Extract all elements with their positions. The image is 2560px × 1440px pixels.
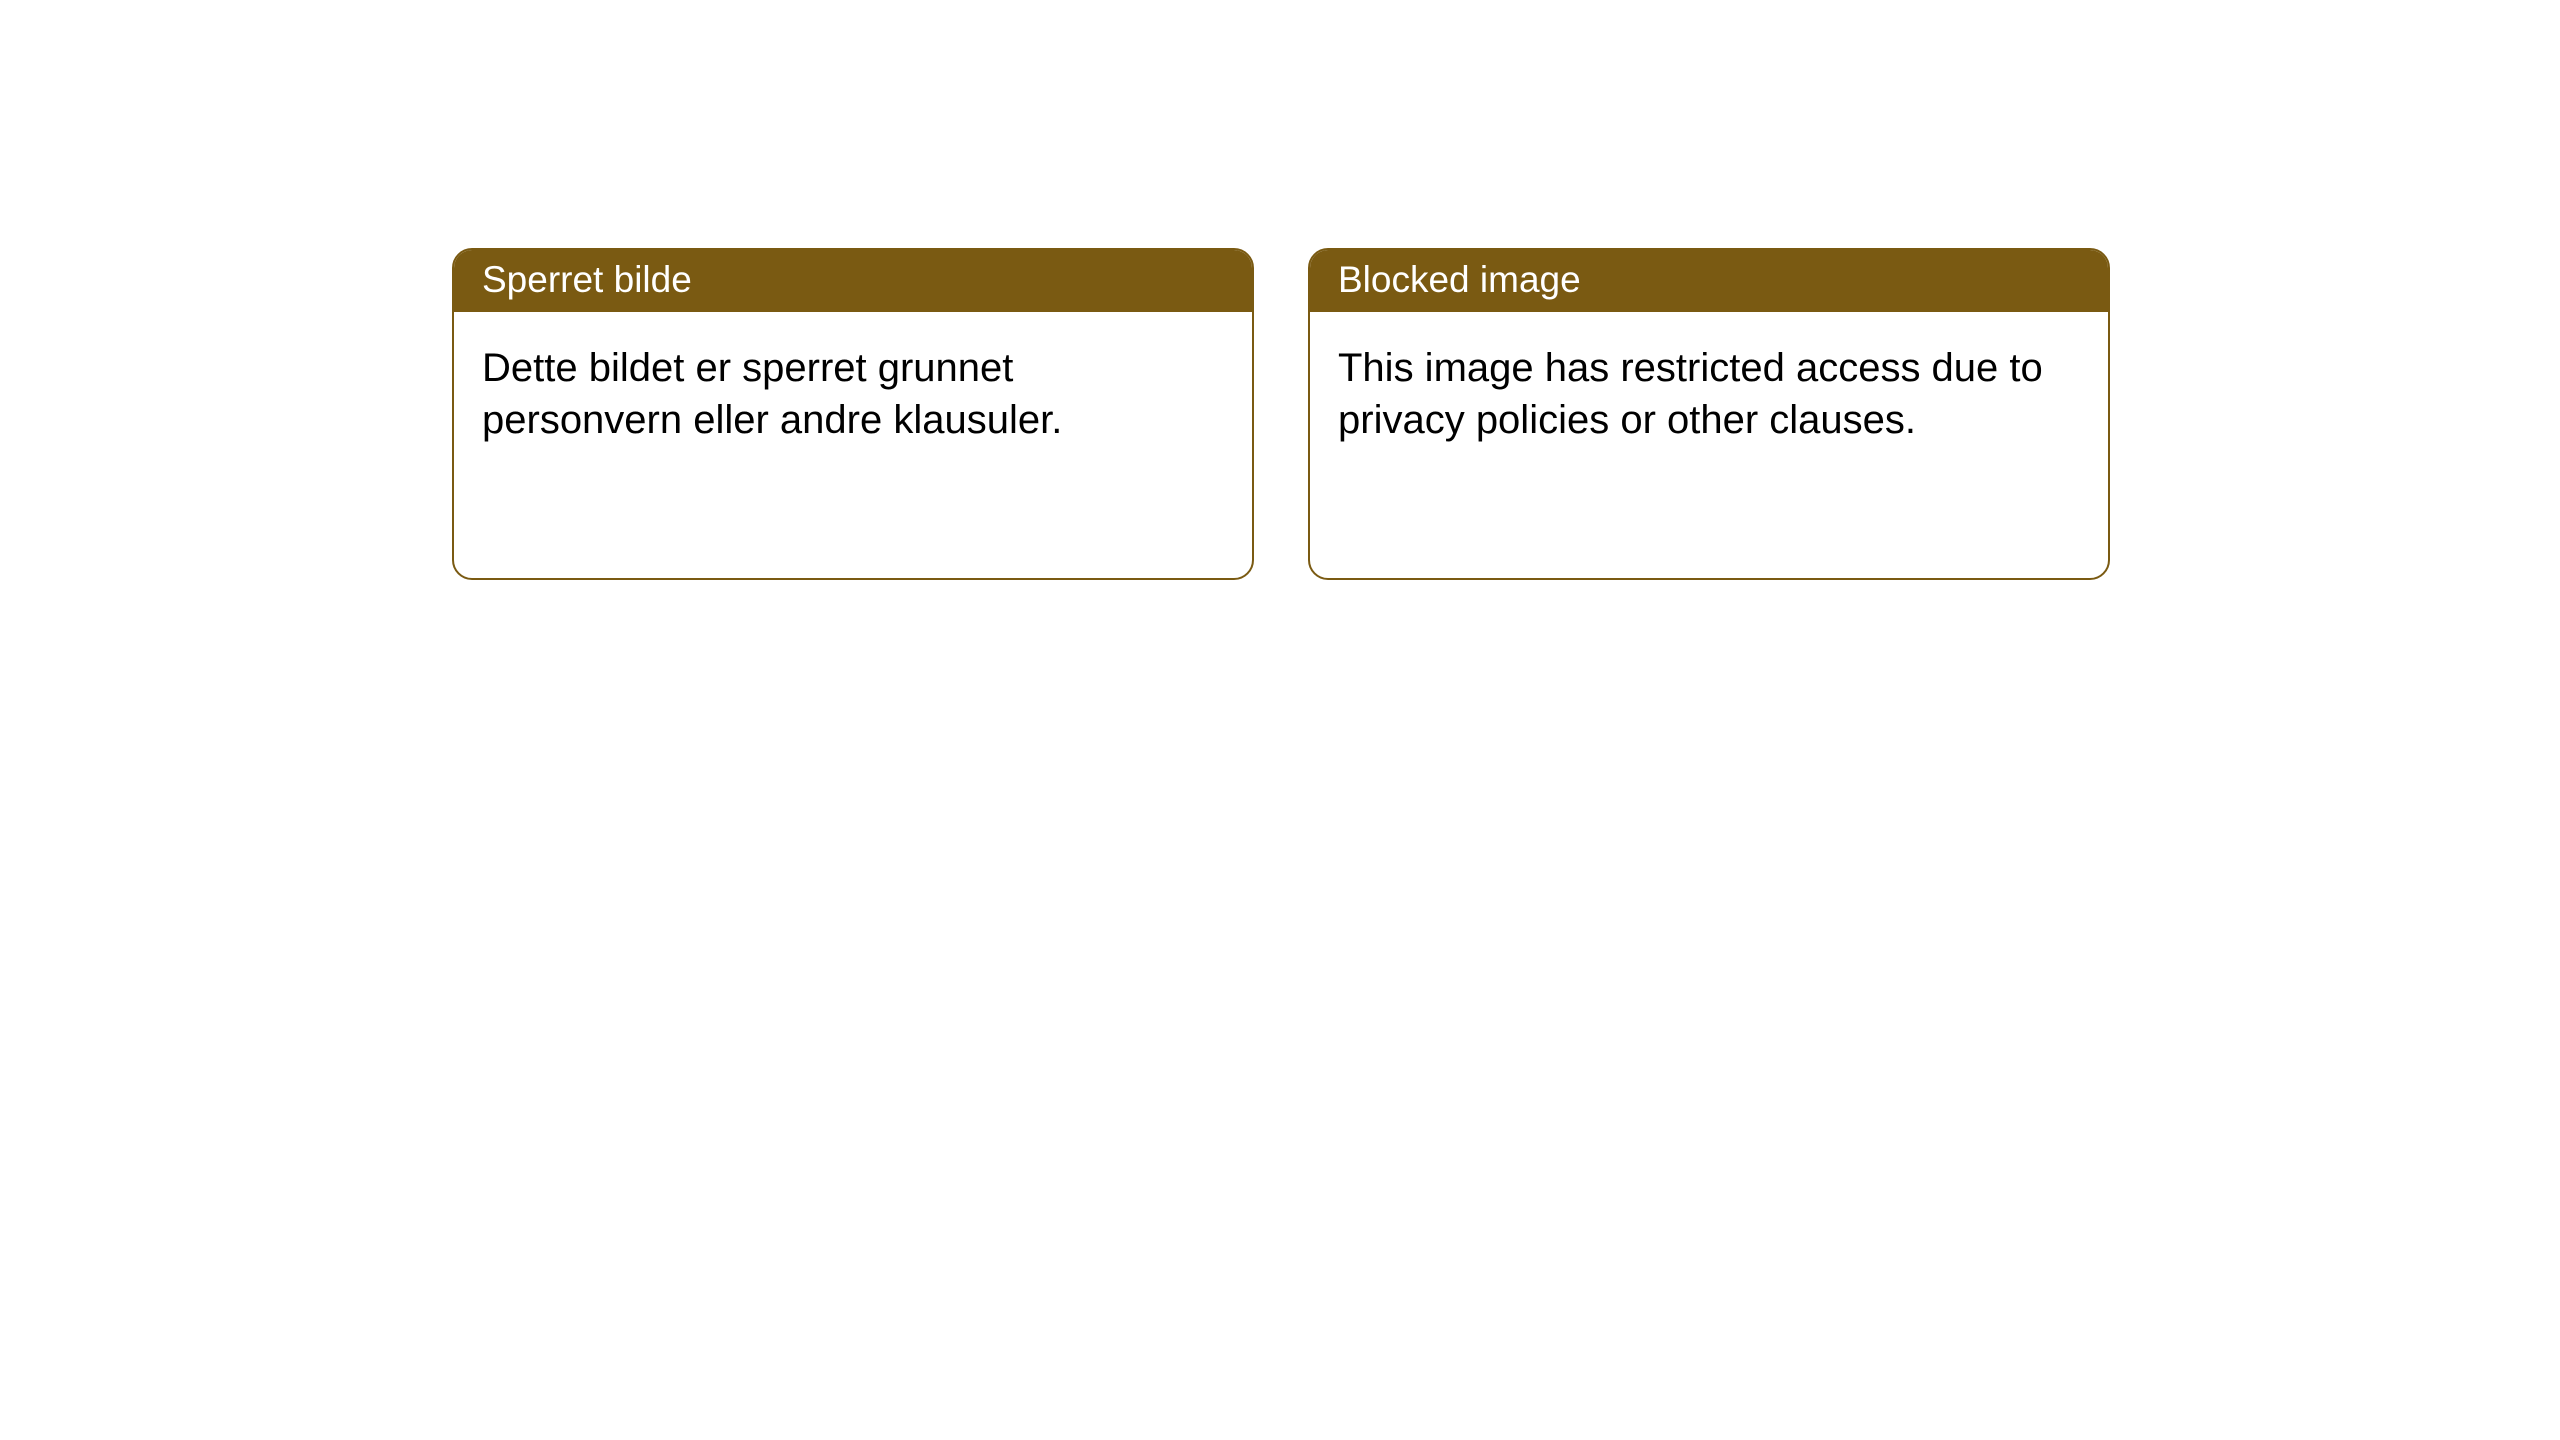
notice-title-english: Blocked image	[1310, 250, 2108, 312]
notice-body-norwegian: Dette bildet er sperret grunnet personve…	[454, 312, 1252, 476]
notice-card-norwegian: Sperret bilde Dette bildet er sperret gr…	[452, 248, 1254, 580]
notice-title-norwegian: Sperret bilde	[454, 250, 1252, 312]
notice-body-english: This image has restricted access due to …	[1310, 312, 2108, 476]
notice-container: Sperret bilde Dette bildet er sperret gr…	[452, 248, 2110, 580]
notice-card-english: Blocked image This image has restricted …	[1308, 248, 2110, 580]
